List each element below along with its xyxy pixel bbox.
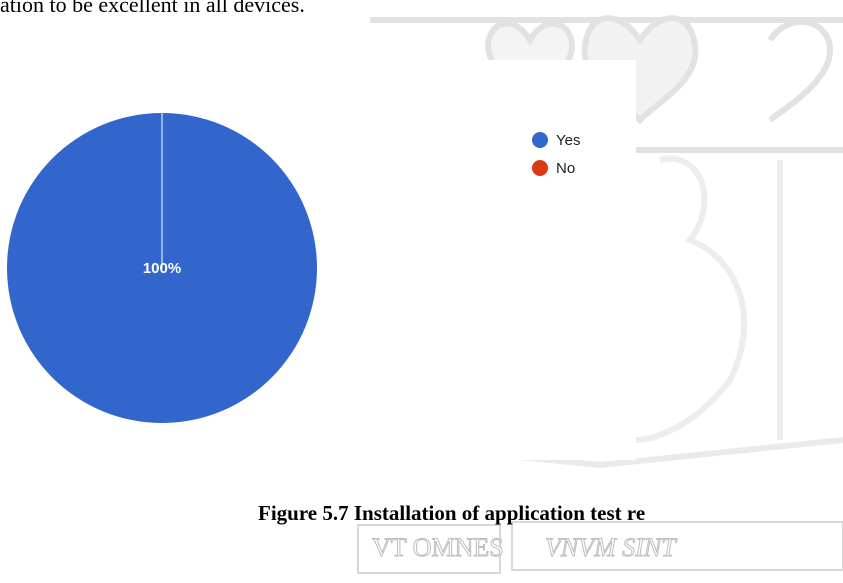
figure-caption: Figure 5.7 Installation of application t… bbox=[258, 501, 645, 525]
value-label: 100% bbox=[143, 260, 181, 277]
legend-swatch bbox=[532, 132, 548, 148]
body-text: ation to be excellent in all devices. bbox=[0, 0, 305, 17]
legend-swatch bbox=[532, 160, 548, 176]
watermark-text: VNVM SINT bbox=[545, 533, 677, 562]
legend-label: No bbox=[556, 160, 575, 177]
legend-label: Yes bbox=[556, 132, 580, 149]
chart: 100% Yes No bbox=[7, 113, 580, 423]
watermark-text: VT OMNES bbox=[372, 533, 504, 562]
